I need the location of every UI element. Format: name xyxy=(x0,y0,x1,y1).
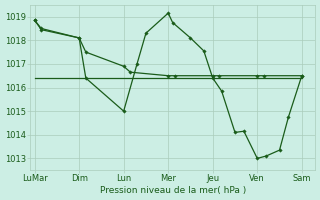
X-axis label: Pression niveau de la mer( hPa ): Pression niveau de la mer( hPa ) xyxy=(100,186,246,195)
